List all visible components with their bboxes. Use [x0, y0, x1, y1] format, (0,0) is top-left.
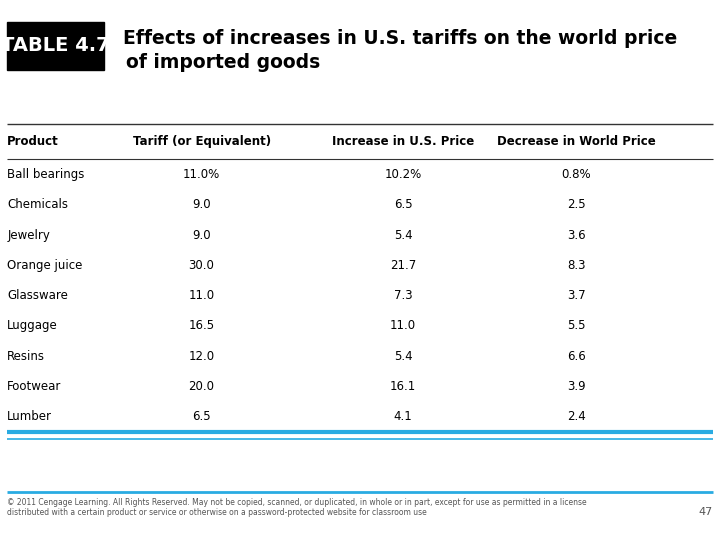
- Text: TABLE 4.7: TABLE 4.7: [1, 36, 110, 56]
- Text: 11.0: 11.0: [390, 320, 416, 333]
- Text: 6.5: 6.5: [192, 410, 211, 423]
- Text: 12.0: 12.0: [189, 350, 215, 363]
- Text: 3.6: 3.6: [567, 228, 585, 241]
- Text: 16.1: 16.1: [390, 380, 416, 393]
- Text: 20.0: 20.0: [189, 380, 215, 393]
- Text: 3.7: 3.7: [567, 289, 585, 302]
- Text: Tariff (or Equivalent): Tariff (or Equivalent): [132, 135, 271, 148]
- Text: Lumber: Lumber: [7, 410, 53, 423]
- Text: 8.3: 8.3: [567, 259, 585, 272]
- Text: 47: 47: [698, 507, 713, 517]
- Text: 5.4: 5.4: [394, 228, 413, 241]
- Text: Glassware: Glassware: [7, 289, 68, 302]
- Text: Orange juice: Orange juice: [7, 259, 83, 272]
- Text: 11.0%: 11.0%: [183, 168, 220, 181]
- Text: Resins: Resins: [7, 350, 45, 363]
- Text: 9.0: 9.0: [192, 228, 211, 241]
- Text: 9.0: 9.0: [192, 198, 211, 211]
- Text: 2.4: 2.4: [567, 410, 585, 423]
- Text: 5.4: 5.4: [394, 350, 413, 363]
- Text: 21.7: 21.7: [390, 259, 416, 272]
- Text: Jewelry: Jewelry: [7, 228, 50, 241]
- Text: Chemicals: Chemicals: [7, 198, 68, 211]
- Text: 0.8%: 0.8%: [561, 168, 591, 181]
- Text: Increase in U.S. Price: Increase in U.S. Price: [332, 135, 474, 148]
- Text: 16.5: 16.5: [189, 320, 215, 333]
- Text: 6.5: 6.5: [394, 198, 413, 211]
- Text: 4.1: 4.1: [394, 410, 413, 423]
- Text: Luggage: Luggage: [7, 320, 58, 333]
- Text: Effects of increases in U.S. tariffs on the world price: Effects of increases in U.S. tariffs on …: [110, 29, 678, 48]
- Text: 7.3: 7.3: [394, 289, 413, 302]
- FancyBboxPatch shape: [7, 22, 104, 70]
- Text: of imported goods: of imported goods: [126, 53, 320, 72]
- Text: © 2011 Cengage Learning. All Rights Reserved. May not be copied, scanned, or dup: © 2011 Cengage Learning. All Rights Rese…: [7, 498, 587, 517]
- Text: Footwear: Footwear: [7, 380, 62, 393]
- Text: 30.0: 30.0: [189, 259, 215, 272]
- Text: 5.5: 5.5: [567, 320, 585, 333]
- Text: Product: Product: [7, 135, 59, 148]
- Text: 2.5: 2.5: [567, 198, 585, 211]
- Text: 10.2%: 10.2%: [384, 168, 422, 181]
- Text: 6.6: 6.6: [567, 350, 585, 363]
- Text: Ball bearings: Ball bearings: [7, 168, 84, 181]
- Text: Decrease in World Price: Decrease in World Price: [497, 135, 655, 148]
- Text: 11.0: 11.0: [189, 289, 215, 302]
- Text: 3.9: 3.9: [567, 380, 585, 393]
